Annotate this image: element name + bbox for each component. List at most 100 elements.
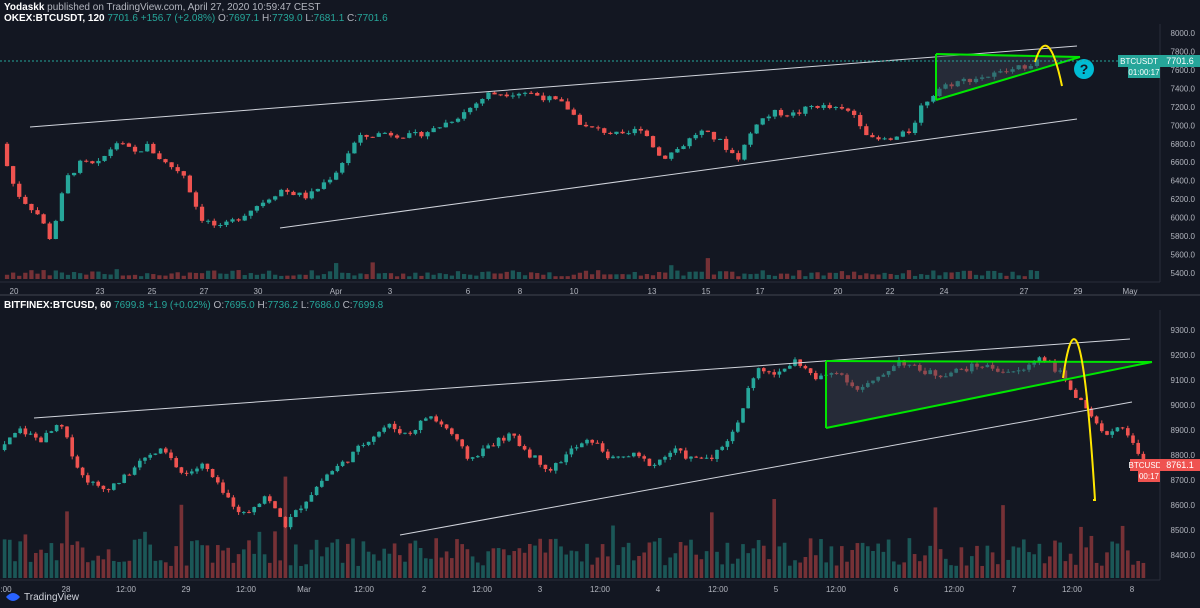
publish-header: Yodaskk published on TradingView.com, Ap… (4, 2, 321, 13)
volume-bar (189, 541, 194, 578)
candle-body (742, 144, 747, 160)
volume-bar (299, 565, 303, 578)
candle-body (175, 167, 180, 172)
candle-body (33, 433, 38, 438)
volume-bar (1053, 540, 1057, 578)
candle-body (13, 433, 17, 438)
volume-bar (833, 272, 838, 279)
candle-body (179, 467, 184, 473)
candle-body (851, 110, 857, 115)
candle-body (11, 166, 16, 184)
volume-bar (709, 512, 714, 578)
candle-body (157, 153, 162, 160)
volume-bar (195, 540, 199, 578)
volume-bar (681, 275, 686, 279)
volume-bar (423, 558, 428, 578)
volume-bar (127, 560, 132, 578)
candle-body (138, 151, 144, 153)
volume-bar (54, 560, 59, 578)
candle-body (254, 206, 260, 211)
candle-body (153, 453, 158, 455)
volume-bar (304, 564, 309, 578)
volume-bar (656, 271, 662, 279)
volume-bar (419, 275, 424, 279)
candle-body (507, 433, 511, 441)
volume-bar (574, 551, 579, 578)
volume-bar (632, 271, 637, 279)
candle-body (675, 149, 680, 153)
volume-bar (236, 554, 241, 578)
volume-bar (461, 274, 467, 279)
bottom-low: 7686.0 (309, 300, 340, 311)
candle-body (96, 160, 101, 164)
volume-bar (787, 565, 792, 578)
volume-bar (4, 274, 10, 279)
candle-body (199, 206, 205, 221)
volume-bar (600, 544, 605, 578)
candle-body (1094, 416, 1099, 424)
volume-bar (431, 274, 436, 279)
candle-body (538, 455, 543, 465)
volume-bar (943, 272, 948, 279)
candle-body (364, 134, 369, 137)
candle-body (85, 475, 90, 483)
volume-bar (257, 531, 262, 578)
volume-bar (215, 545, 220, 578)
candle-body (912, 122, 918, 133)
candle-body (673, 448, 678, 453)
volume-bar (705, 258, 711, 279)
volume-bar (293, 544, 298, 578)
volume-bar (704, 551, 709, 578)
candle-body (221, 482, 225, 493)
volume-bar (418, 547, 423, 578)
volume-bar (535, 273, 540, 279)
candle-body (657, 459, 662, 465)
candle-body (821, 105, 826, 108)
volume-bar (1115, 543, 1120, 578)
publish-info: published on TradingView.com, April 27, … (47, 2, 321, 13)
candle-body (224, 221, 229, 226)
candle-body (569, 448, 574, 455)
tradingview-brand[interactable]: TradingView (6, 592, 79, 603)
candle-body (616, 456, 621, 458)
bottom-countdown-text: 00:17 (1139, 472, 1160, 481)
volume-bar (986, 270, 991, 279)
volume-bar (943, 558, 948, 578)
volume-bar (260, 273, 266, 279)
candle-body (403, 432, 407, 434)
volume-bar (751, 548, 756, 578)
candle-body (84, 160, 89, 162)
y-tick-label: 7000.0 (1171, 121, 1196, 130)
top-symbol[interactable]: OKEX:BTCUSDT, 120 (4, 13, 105, 24)
volume-bar (979, 275, 985, 279)
volume-bar (689, 539, 693, 578)
volume-bar (845, 275, 851, 279)
x-tick-label: 29 (1074, 287, 1083, 296)
volume-bar (990, 552, 995, 578)
author-name[interactable]: Yodaskk (4, 2, 45, 13)
candle-body (611, 456, 615, 459)
candle-body (127, 474, 132, 476)
x-tick-label: 4 (656, 585, 661, 594)
volume-bar (486, 551, 491, 578)
bottom-symbol[interactable]: BITFINEX:BTCUSD, 60 (4, 300, 112, 311)
volume-bar (803, 276, 808, 279)
volume-bar (319, 556, 324, 578)
candle-body (132, 467, 137, 475)
volume-bar (33, 552, 38, 578)
candle-body (631, 452, 636, 457)
candle-body (59, 193, 65, 221)
volume-bar (761, 545, 766, 578)
candle-body (444, 424, 449, 429)
volume-bar (579, 561, 584, 578)
candle-body (1099, 423, 1104, 432)
candle-body (291, 191, 296, 196)
candle-body (486, 92, 491, 99)
y-tick-label: 7200.0 (1171, 103, 1196, 112)
volume-bar (1032, 554, 1037, 578)
candle-body (193, 192, 199, 207)
volume-bar (330, 542, 335, 578)
candle-body (647, 458, 652, 466)
volume-bar (394, 276, 400, 279)
